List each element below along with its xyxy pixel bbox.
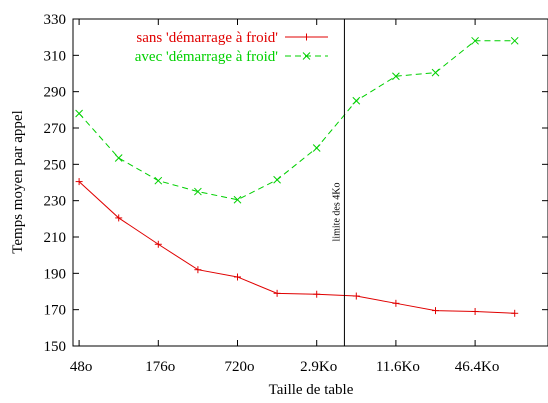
data-point — [352, 96, 361, 105]
data-point — [233, 195, 242, 204]
data-point — [352, 292, 360, 300]
y-tick-label: 290 — [44, 85, 67, 101]
y-tick-label: 170 — [44, 303, 67, 319]
data-point — [510, 36, 519, 45]
data-point — [432, 307, 439, 315]
axis-ticks: 150 170 190 210 230 250 270 290 310 330 48o 176o 720… — [44, 12, 548, 375]
data-point — [312, 144, 321, 152]
y-tick-label: 150 — [44, 339, 67, 355]
data-point — [154, 240, 162, 248]
x-axis-label: Taille de table — [269, 382, 354, 398]
x-tick-label: 48o — [70, 359, 93, 375]
y-tick-label: 250 — [44, 157, 67, 173]
data-point — [194, 187, 202, 196]
data-point — [273, 289, 281, 297]
data-point — [471, 36, 479, 45]
data-point — [154, 176, 163, 185]
data-point — [194, 266, 202, 274]
threshold-marker: limite des 4Ko — [331, 19, 345, 346]
x-tick-label: 176o — [145, 359, 175, 375]
data-point — [313, 290, 321, 298]
data-point — [115, 214, 123, 222]
y-tick-label: 330 — [44, 12, 67, 28]
plot-frame — [72, 18, 548, 347]
data-point — [471, 307, 479, 315]
y-axis-label: Temps moyen par appel — [10, 110, 26, 254]
legend-label: avec 'démarrage à froid' — [135, 49, 279, 65]
data-point — [511, 309, 519, 317]
data-point — [392, 72, 400, 81]
y-tick-label: 190 — [44, 266, 67, 282]
legend-marker — [302, 52, 311, 60]
legend-marker — [303, 33, 310, 41]
limit-label: limite des 4Ko — [331, 183, 342, 242]
y-tick-label: 210 — [44, 230, 67, 246]
x-tick-label: 720o — [224, 359, 254, 375]
data-point — [75, 109, 83, 118]
data-point — [234, 273, 241, 281]
series-line-1 — [78, 181, 515, 314]
x-tick-label: 2.9Ko — [300, 359, 337, 375]
data-point — [392, 299, 400, 307]
data-point — [114, 154, 123, 162]
data-point — [75, 178, 83, 186]
data-point — [431, 68, 440, 77]
legend: sans 'démarrage à froid' avec 'démarrage … — [135, 30, 328, 65]
legend-label: sans 'démarrage à froid' — [136, 30, 278, 46]
x-tick-label: 11.6Ko — [376, 359, 420, 375]
data-point — [273, 175, 281, 184]
y-tick-label: 270 — [44, 121, 67, 137]
y-tick-label: 230 — [44, 194, 67, 210]
y-tick-label: 310 — [44, 48, 67, 64]
plot-series — [75, 36, 519, 317]
x-tick-label: 46.4Ko — [455, 359, 500, 375]
